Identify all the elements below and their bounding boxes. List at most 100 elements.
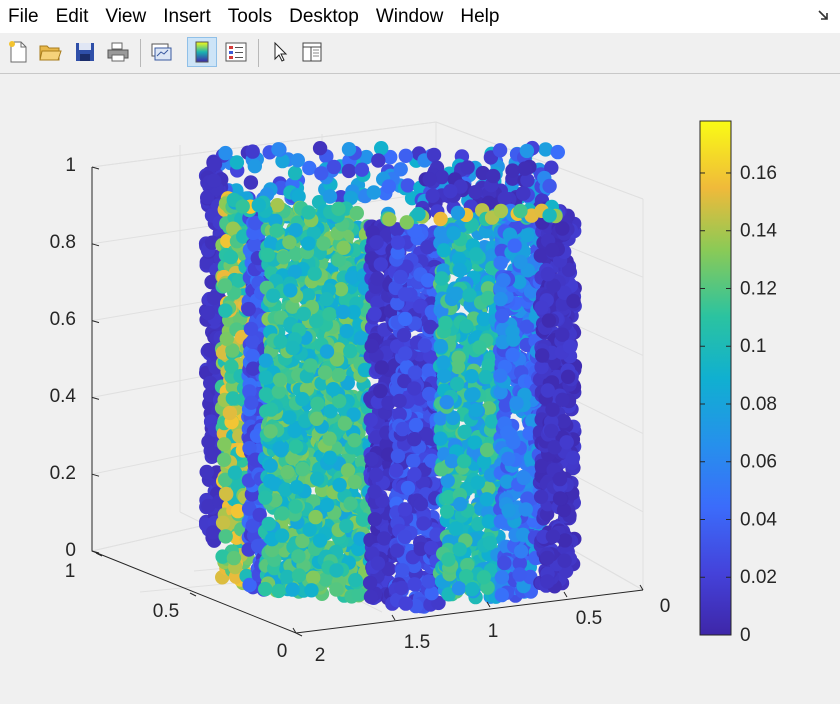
scatter-point <box>364 451 379 467</box>
scatter-point <box>247 159 262 174</box>
scatter-point <box>544 242 560 258</box>
scatter-point <box>392 407 407 422</box>
scatter-point <box>540 550 555 566</box>
colorbar[interactable]: 0 0.02 0.04 0.06 0.08 0.1 0.12 0.14 0.16 <box>699 120 777 646</box>
scatter-point <box>398 346 413 361</box>
scatter-point <box>217 278 233 293</box>
scatter-point <box>469 403 484 418</box>
scatter-point <box>227 465 243 480</box>
scatter-point <box>407 432 422 447</box>
menu-edit[interactable]: Edit <box>55 6 89 27</box>
scatter-point <box>245 518 260 533</box>
menu-file[interactable]: File <box>8 6 39 27</box>
scatter-point <box>520 228 535 243</box>
scatter-point <box>466 387 481 402</box>
scatter-point <box>498 398 513 413</box>
print-icon[interactable] <box>103 37 133 67</box>
scatter-point <box>331 367 346 383</box>
scatter-point <box>271 583 286 599</box>
open-file-icon[interactable] <box>35 37 65 67</box>
scatter-point <box>398 596 413 611</box>
scatter-point <box>479 442 495 458</box>
colorbar-icon[interactable] <box>187 37 217 67</box>
scatter-point <box>242 384 257 399</box>
scatter-point <box>507 238 522 253</box>
menu-help[interactable]: Help <box>460 6 500 27</box>
scatter-point <box>424 586 439 601</box>
save-icon[interactable] <box>70 37 100 67</box>
scatter-point <box>453 496 468 512</box>
scatter-point <box>270 198 285 213</box>
scatter-point <box>446 226 461 241</box>
scatter-point <box>459 319 474 334</box>
scatter-point <box>319 292 334 307</box>
legend-icon[interactable] <box>221 37 251 67</box>
scatter-point <box>370 295 385 310</box>
y-tick-label: 2 <box>315 645 326 666</box>
scatter-point <box>282 235 297 250</box>
menu-view[interactable]: View <box>105 6 147 27</box>
scatter-point <box>459 569 474 584</box>
scatter-point <box>288 223 303 238</box>
scatter-point <box>206 290 222 306</box>
scatter-point <box>555 392 570 407</box>
scatter-point <box>329 563 344 578</box>
toolbar-separator <box>258 39 259 67</box>
link-plot-icon[interactable] <box>146 37 176 67</box>
scatter-point <box>513 254 528 270</box>
scatter-point <box>289 480 304 495</box>
menu-insert[interactable]: Insert <box>163 6 211 27</box>
scatter-point <box>407 467 422 482</box>
scatter-point <box>261 516 276 532</box>
scatter-point <box>381 561 396 577</box>
scatter-point <box>314 166 329 181</box>
scatter-point <box>199 255 214 270</box>
scatter-point <box>340 463 356 478</box>
scatter-point <box>319 344 335 359</box>
scatter-point <box>407 381 422 396</box>
scatter-point <box>302 160 317 176</box>
scatter-point <box>450 359 466 375</box>
scatter-point <box>557 533 573 548</box>
scatter-point <box>296 306 311 322</box>
scatter-point <box>263 236 279 251</box>
scatter-point <box>478 369 493 385</box>
menu-desktop[interactable]: Desktop <box>289 6 359 27</box>
dock-figure-icon[interactable] <box>816 8 832 24</box>
scatter-point <box>242 441 257 456</box>
property-inspector-icon[interactable] <box>297 37 327 67</box>
scatter-point <box>423 319 438 335</box>
menu-window[interactable]: Window <box>375 6 444 27</box>
scatter-point <box>335 304 351 320</box>
scatter-point <box>226 550 242 566</box>
scatter-point <box>241 301 256 317</box>
scatter-point <box>472 340 487 355</box>
scatter-point <box>273 334 288 349</box>
scatter-point <box>562 339 578 354</box>
scatter-point <box>266 288 281 303</box>
scatter-point <box>248 215 263 231</box>
menu-tools[interactable]: Tools <box>227 6 273 27</box>
scatter-point <box>381 395 396 411</box>
scatter-point <box>433 411 448 426</box>
scatter-point <box>223 249 239 265</box>
scatter-point <box>502 227 518 242</box>
scatter-point <box>493 255 508 271</box>
scatter-point <box>493 291 508 307</box>
scatter-point <box>242 577 257 593</box>
scatter-point <box>349 205 364 221</box>
scatter-point <box>245 334 260 349</box>
scatter-point <box>366 185 381 200</box>
edit-plot-pointer-icon[interactable] <box>265 37 295 67</box>
scatter-point <box>264 542 280 558</box>
colorbar-tick-label: 0.16 <box>740 163 777 184</box>
scatter-point <box>422 172 437 187</box>
scatter-point <box>512 556 527 571</box>
scatter-point <box>245 144 260 159</box>
scatter-point <box>418 426 434 442</box>
scatter-point <box>392 393 407 409</box>
new-figure-icon[interactable] <box>3 37 33 67</box>
menu-bar: File Edit View Insert Tools Desktop Window Help <box>0 0 840 33</box>
scatter-point <box>218 303 233 318</box>
scatter-point <box>516 186 531 201</box>
